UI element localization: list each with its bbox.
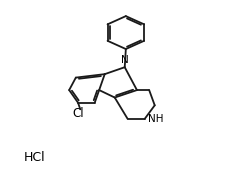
Text: Cl: Cl: [72, 107, 84, 120]
Text: HCl: HCl: [24, 151, 45, 164]
Text: N: N: [121, 55, 129, 65]
Text: NH: NH: [148, 114, 164, 124]
